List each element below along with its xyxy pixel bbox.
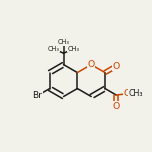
Text: O: O: [88, 60, 95, 69]
Text: CH₃: CH₃: [68, 46, 80, 52]
Text: O: O: [124, 89, 131, 98]
Text: CH₃: CH₃: [47, 46, 59, 52]
Text: Br: Br: [32, 91, 42, 100]
Text: O: O: [112, 62, 119, 71]
Text: CH₃: CH₃: [58, 39, 70, 45]
Text: O: O: [113, 102, 120, 111]
Text: CH₃: CH₃: [129, 89, 143, 98]
